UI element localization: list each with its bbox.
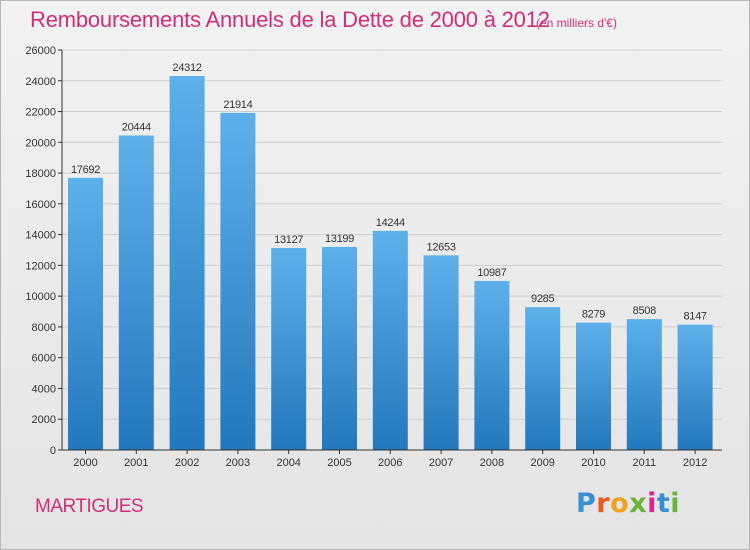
- axes: [58, 49, 722, 454]
- x-tick-label-2003: 2003: [226, 457, 250, 469]
- bars: [68, 75, 713, 451]
- y-tick-label: 18000: [25, 168, 56, 180]
- logo-letter: t: [656, 488, 671, 519]
- x-tick-label-2000: 2000: [73, 457, 97, 469]
- bar-2012: [677, 324, 713, 450]
- x-tick-label-2010: 2010: [581, 457, 605, 469]
- chart-unit: (en milliers d'€): [536, 16, 617, 30]
- city-name: MARTIGUES: [35, 496, 144, 517]
- x-tick-label-2008: 2008: [480, 457, 504, 469]
- x-tick-label-2005: 2005: [327, 457, 351, 469]
- bar-2002: [169, 75, 205, 450]
- y-tick-label: 26000: [25, 45, 56, 57]
- x-tick-label-2002: 2002: [175, 457, 199, 469]
- y-tick-label: 4000: [32, 383, 56, 395]
- y-tick-label: 10000: [25, 291, 56, 303]
- x-tick-label-2009: 2009: [530, 457, 554, 469]
- bar-2011: [626, 319, 662, 450]
- bar-2000: [68, 177, 103, 451]
- y-tick-label: 2000: [32, 414, 56, 426]
- y-tick-label: 24000: [25, 76, 56, 88]
- data-label-2011: 8508: [633, 305, 656, 317]
- data-label-2006: 14244: [376, 217, 405, 229]
- y-tick-label: 14000: [25, 230, 56, 242]
- bar-2008: [474, 280, 510, 450]
- data-label-2012: 8147: [683, 311, 706, 323]
- bar-2006: [372, 230, 408, 450]
- data-label-2003: 21914: [223, 99, 252, 111]
- y-tick-label: 0: [50, 445, 56, 457]
- data-label-2005: 13199: [325, 233, 354, 245]
- data-label-2009: 9285: [531, 293, 554, 305]
- y-tick-label: 6000: [32, 353, 56, 365]
- x-tick-label-2011: 2011: [632, 457, 656, 469]
- bar-2004: [271, 248, 307, 450]
- y-tick-label: 16000: [25, 199, 56, 211]
- logo-letter: P: [576, 488, 597, 519]
- data-label-2004: 13127: [274, 234, 303, 246]
- x-tick-label-2004: 2004: [276, 457, 300, 469]
- logo-letter: o: [610, 488, 630, 519]
- bar-2001: [118, 135, 154, 450]
- logo-letter: i: [647, 488, 657, 519]
- bar-2009: [525, 307, 561, 450]
- y-tick-label: 20000: [25, 137, 56, 149]
- x-tick-label-2006: 2006: [378, 457, 402, 469]
- bar-2003: [220, 112, 256, 450]
- chart-title: Remboursements Annuels de la Dette de 20…: [30, 7, 550, 32]
- bar-2010: [576, 322, 611, 450]
- y-tick-label: 8000: [32, 322, 56, 334]
- data-label-2002: 24312: [173, 62, 202, 74]
- x-tick-label-2001: 2001: [124, 457, 148, 469]
- y-tick-label: 22000: [25, 107, 56, 119]
- logo-letter: r: [596, 488, 611, 519]
- data-label-2000: 17692: [71, 164, 100, 176]
- logo-letter: x: [629, 488, 648, 519]
- data-label-2001: 20444: [122, 121, 151, 133]
- data-label-2007: 12653: [427, 241, 456, 253]
- logo-letter: i: [670, 488, 681, 519]
- y-tick-label: 12000: [25, 260, 56, 272]
- x-tick-label-2012: 2012: [683, 457, 707, 469]
- bar-2007: [423, 255, 459, 450]
- data-label-2010: 8279: [582, 309, 605, 321]
- labels: 0 2000 4000 6000 8000 10000 12000 14000 16000 180…: [25, 45, 707, 469]
- data-label-2008: 10987: [477, 267, 506, 279]
- x-tick-label-2007: 2007: [429, 457, 453, 469]
- bar-2005: [322, 246, 357, 450]
- proxiti-logo: Proxiti: [576, 488, 680, 519]
